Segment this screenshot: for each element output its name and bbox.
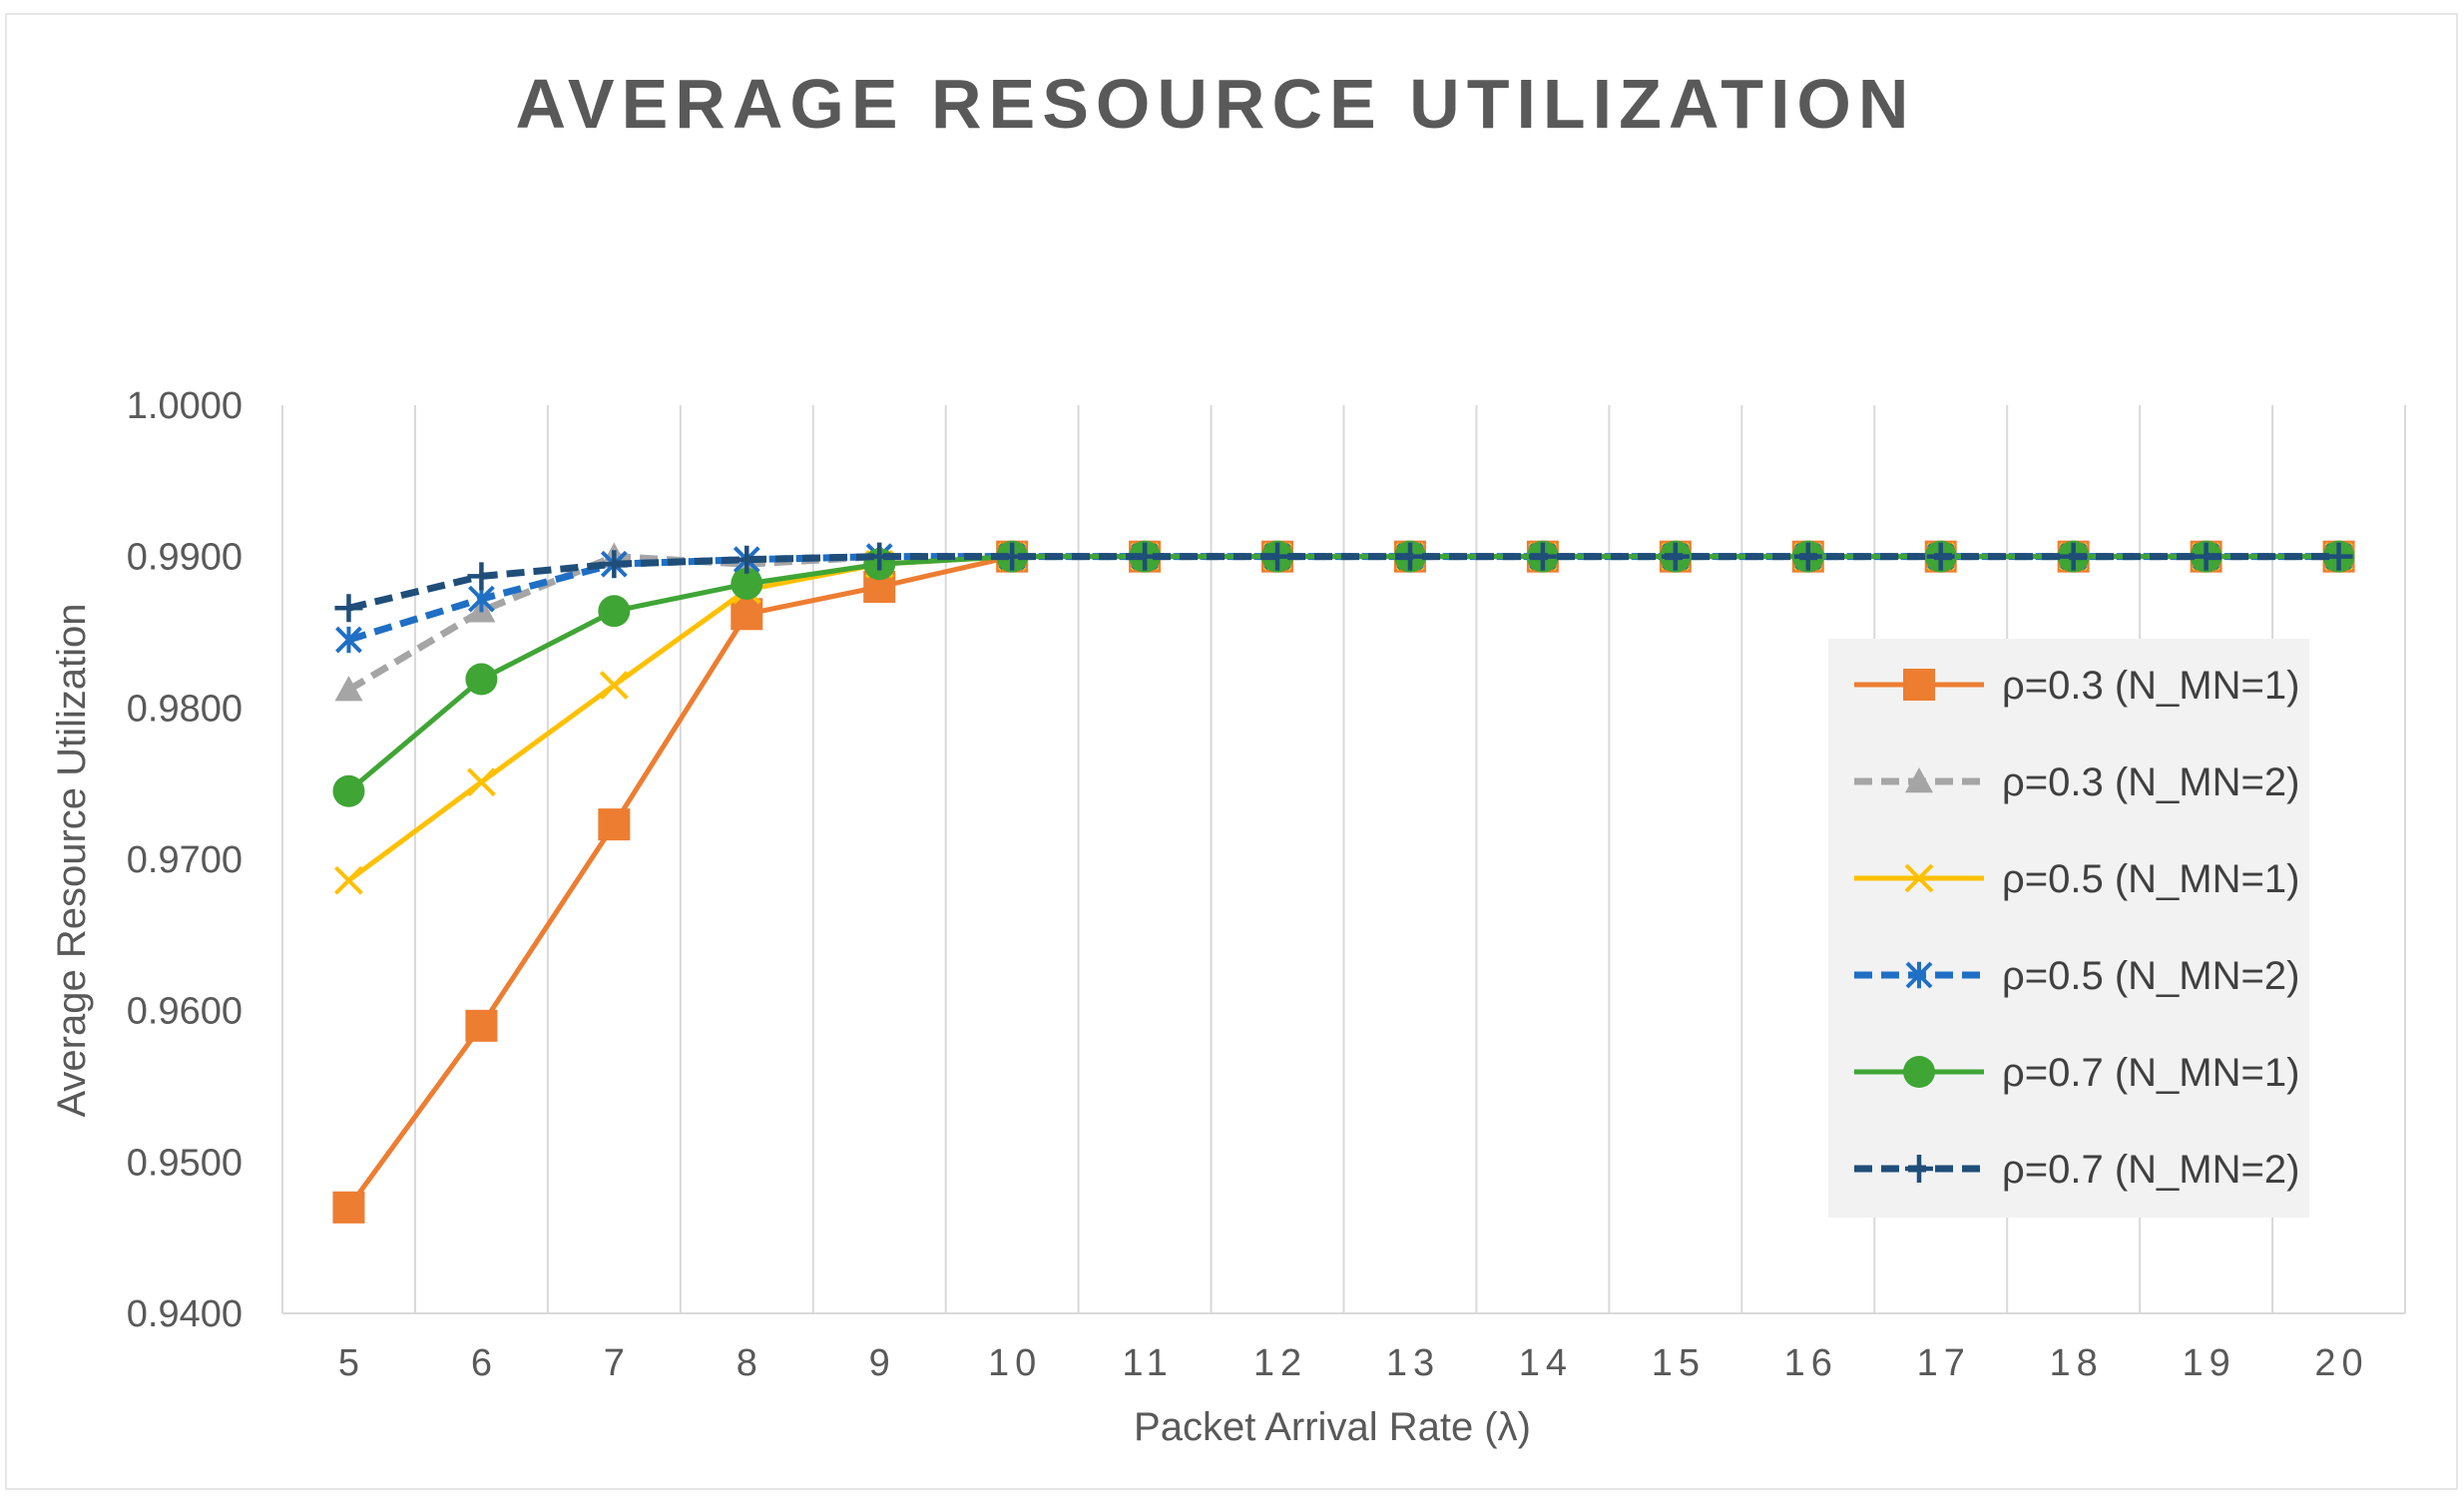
y-tick-label: 0.9400 [127, 1293, 243, 1335]
data-point-x [599, 671, 629, 700]
x-tick-label: 19 [2182, 1342, 2235, 1384]
data-point-circle [465, 663, 498, 696]
chart-title: AVERAGE RESOURCE UTILIZATION [516, 65, 1916, 143]
series-6 [334, 542, 2353, 623]
series-layer [332, 540, 2355, 1224]
legend-label: ρ=0.5 (N_MN=2) [2002, 954, 2299, 998]
data-point-plus [1661, 542, 1690, 571]
legend-background [1828, 639, 2309, 1218]
data-point-square [332, 1191, 365, 1224]
data-point-plus [2192, 542, 2220, 571]
legend-item: ρ=0.3 (N_MN=1) [1854, 664, 2299, 708]
data-point-circle [731, 567, 763, 600]
legend-item: ρ=0.3 (N_MN=2) [1854, 760, 2299, 804]
data-point-x [334, 865, 363, 895]
data-point-plus [467, 562, 496, 591]
x-tick-label: 18 [2050, 1342, 2104, 1384]
legend-label: ρ=0.3 (N_MN=2) [2002, 760, 2299, 804]
x-tick-label: 13 [1386, 1342, 1440, 1384]
data-point-plus [1395, 542, 1424, 571]
y-tick-label: 0.9700 [127, 839, 243, 881]
series-line [347, 553, 2339, 612]
y-tick-label: 0.9900 [127, 537, 243, 579]
data-point-square [465, 1009, 498, 1042]
legend-label: ρ=0.7 (N_MN=1) [2002, 1051, 2299, 1095]
data-point-plus [334, 594, 363, 623]
data-point-plus [2059, 542, 2088, 571]
data-point-square [731, 598, 763, 631]
data-point-x [1904, 863, 1934, 893]
data-point-asterisk [335, 626, 362, 654]
data-point-plus [733, 545, 761, 574]
data-point-plus [1926, 542, 1955, 571]
legend-label: ρ=0.3 (N_MN=1) [2002, 664, 2299, 708]
legend-item: ρ=0.5 (N_MN=1) [1854, 857, 2299, 901]
x-tick-label: 14 [1519, 1342, 1573, 1384]
data-point-plus [2324, 542, 2353, 571]
data-point-plus [1905, 1155, 1933, 1183]
legend-item: ρ=0.5 (N_MN=2) [1854, 954, 2299, 998]
x-tick-label: 8 [737, 1342, 763, 1384]
axis-layer: 0.9400 0.9500 0.9600 0.9700 0.9800 0.9900 1.00… [127, 385, 2405, 1384]
y-tick-label: 0.9800 [127, 688, 243, 730]
data-point-plus [1528, 542, 1557, 571]
y-tick-label: 0.9600 [127, 991, 243, 1033]
data-point-plus [1793, 542, 1822, 571]
legend-label: ρ=0.5 (N_MN=1) [2002, 857, 2299, 901]
data-point-triangle [1905, 767, 1933, 793]
y-axis-title: Average Resource Utilization [50, 603, 94, 1117]
x-tick-label: 6 [471, 1342, 498, 1384]
legend-item: ρ=0.7 (N_MN=2) [1854, 1148, 2299, 1192]
data-point-x [466, 767, 496, 797]
data-point-plus [998, 542, 1027, 571]
x-tick-label: 7 [604, 1342, 631, 1384]
x-tick-label: 5 [338, 1342, 365, 1384]
data-point-circle [1903, 1056, 1935, 1088]
y-tick-label: 0.9500 [127, 1142, 243, 1184]
data-point-plus [1263, 542, 1292, 571]
data-point-triangle [334, 676, 363, 702]
data-point-plus [600, 550, 629, 579]
x-tick-label: 20 [2314, 1342, 2368, 1384]
data-point-square [1903, 669, 1935, 701]
legend-label: ρ=0.7 (N_MN=2) [2002, 1148, 2299, 1192]
x-axis-title: Packet Arrival Rate (λ) [1134, 1405, 1531, 1449]
x-tick-label: 10 [988, 1342, 1042, 1384]
x-tick-label: 17 [1917, 1342, 1971, 1384]
chart-border [5, 13, 2458, 1490]
data-point-plus [1131, 542, 1160, 571]
y-tick-label: 1.0000 [127, 385, 243, 427]
data-point-asterisk [1905, 961, 1933, 989]
x-tick-label: 16 [1784, 1342, 1838, 1384]
data-point-square [598, 808, 631, 841]
x-tick-label: 12 [1253, 1342, 1307, 1384]
x-tick-label: 11 [1122, 1342, 1173, 1384]
legend: ρ=0.3 (N_MN=1) ρ=0.3 (N_MN=2) ρ=0.5 (N_MN=… [1828, 639, 2309, 1218]
data-point-circle [598, 595, 631, 628]
x-tick-label: 15 [1652, 1342, 1706, 1384]
legend-items: ρ=0.3 (N_MN=1) ρ=0.3 (N_MN=2) ρ=0.5 (N_MN=… [1854, 664, 2299, 1192]
data-point-circle [332, 774, 365, 807]
legend-item: ρ=0.7 (N_MN=1) [1854, 1051, 2299, 1095]
x-tick-label: 9 [869, 1342, 896, 1384]
data-point-plus [865, 542, 894, 571]
